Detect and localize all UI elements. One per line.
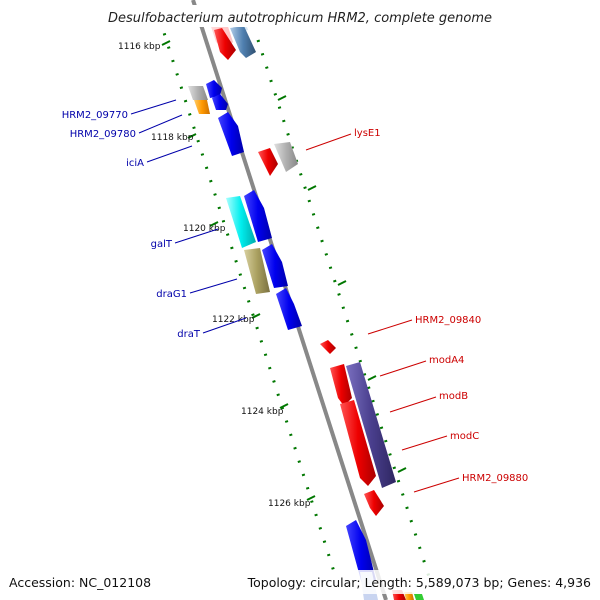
label-HRM2_09840[interactable]: HRM2_09840 xyxy=(415,315,481,326)
gene-olive-draG1[interactable] xyxy=(244,248,270,294)
gene-purple-modC[interactable] xyxy=(346,362,396,488)
accession-text: Accession: NC_012108 xyxy=(9,575,151,590)
tick-label-1124: 1124 kbp xyxy=(241,407,284,417)
gene-green-bottom[interactable] xyxy=(414,594,424,600)
gene-blue-small-a[interactable] xyxy=(206,80,222,98)
gene-red-09840[interactable] xyxy=(320,340,336,354)
label-galT[interactable]: galT xyxy=(151,239,173,250)
title-backdrop xyxy=(90,5,510,27)
label-draT[interactable]: draT xyxy=(177,329,201,340)
tick-label-1122: 1122 kbp xyxy=(212,315,255,325)
gene-steelblue-top[interactable] xyxy=(230,26,256,58)
gene-orange-09780[interactable] xyxy=(194,100,210,114)
gene-blue-draG1-adj[interactable] xyxy=(262,244,288,288)
gene-red-09880[interactable] xyxy=(364,490,384,516)
label-HRM2_09770[interactable]: HRM2_09770 xyxy=(62,110,128,121)
gene-cyan-galT[interactable] xyxy=(226,196,256,248)
map-title: Desulfobacterium autotrophicum HRM2, com… xyxy=(108,11,492,26)
genome-summary-text: Topology: circular; Length: 5,589,073 bp… xyxy=(247,575,591,590)
gene-red-modA4[interactable] xyxy=(330,364,352,406)
tick-label-1120: 1120 kbp xyxy=(183,224,226,234)
tick-label-1118: 1118 kbp xyxy=(151,133,194,143)
label-lysE1[interactable]: lysE1 xyxy=(354,128,381,139)
label-HRM2_09880[interactable]: HRM2_09880 xyxy=(462,473,528,484)
label-iciA[interactable]: iciA xyxy=(126,158,144,169)
minus-label-connectors xyxy=(130,99,247,334)
gene-red-modB[interactable] xyxy=(340,400,376,486)
footer-backdrop xyxy=(0,570,600,594)
plus-label-connectors xyxy=(305,133,460,493)
gene-red-lysE1[interactable] xyxy=(258,148,278,176)
gene-grey-lysE1[interactable] xyxy=(274,142,298,172)
label-modB[interactable]: modB xyxy=(439,391,468,402)
gene-blue-bottom[interactable] xyxy=(346,520,376,584)
gene-grey-09770[interactable] xyxy=(188,86,208,100)
label-HRM2_09780[interactable]: HRM2_09780 xyxy=(70,129,136,140)
major-ticks xyxy=(161,40,407,501)
tick-label-1126: 1126 kbp xyxy=(268,499,311,509)
gene-blue-iciA[interactable] xyxy=(218,112,244,156)
gene-red-top[interactable] xyxy=(214,28,236,60)
label-draG1[interactable]: draG1 xyxy=(156,289,187,300)
gene-blue-galT-adj[interactable] xyxy=(244,190,272,242)
label-modC[interactable]: modC xyxy=(450,431,479,442)
label-modA4[interactable]: modA4 xyxy=(429,355,464,366)
gene-blue-draT[interactable] xyxy=(276,288,302,330)
gene-blue-small-b[interactable] xyxy=(212,94,228,110)
tick-label-1116: 1116 kbp xyxy=(118,42,161,52)
